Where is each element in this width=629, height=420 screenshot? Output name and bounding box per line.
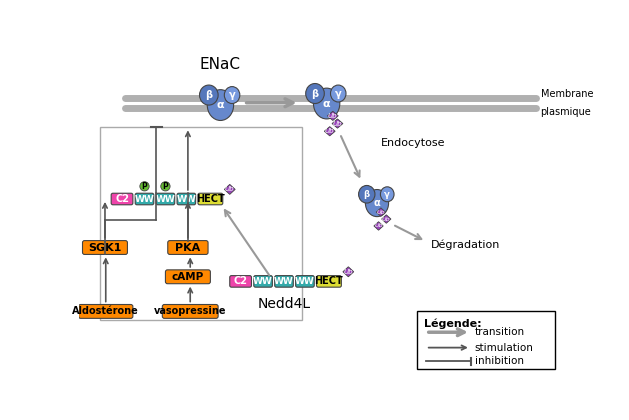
FancyBboxPatch shape xyxy=(162,304,218,318)
Ellipse shape xyxy=(365,189,389,217)
Text: vasopressine: vasopressine xyxy=(154,307,226,316)
Polygon shape xyxy=(374,222,383,230)
FancyBboxPatch shape xyxy=(177,193,196,205)
Text: β: β xyxy=(205,90,213,100)
Ellipse shape xyxy=(208,89,233,121)
Text: γ: γ xyxy=(335,89,342,99)
Text: Ub: Ub xyxy=(328,113,338,119)
FancyBboxPatch shape xyxy=(165,270,210,284)
Text: HECT: HECT xyxy=(196,194,225,204)
Text: α: α xyxy=(374,198,381,208)
Text: WW: WW xyxy=(253,277,273,286)
Text: ENaC: ENaC xyxy=(200,57,241,71)
Text: C2: C2 xyxy=(233,276,248,286)
Circle shape xyxy=(161,182,170,191)
Text: WW: WW xyxy=(177,194,196,204)
FancyBboxPatch shape xyxy=(156,193,175,205)
Text: SGK1: SGK1 xyxy=(88,242,121,252)
Circle shape xyxy=(140,182,149,191)
Polygon shape xyxy=(328,111,338,121)
Text: β: β xyxy=(311,89,318,99)
Ellipse shape xyxy=(306,84,325,103)
Text: Dégradation: Dégradation xyxy=(431,239,501,249)
Text: Aldostérone: Aldostérone xyxy=(72,307,139,316)
Text: β: β xyxy=(364,190,370,199)
Text: Nedd4L: Nedd4L xyxy=(257,297,311,311)
Text: Ub: Ub xyxy=(225,186,235,192)
FancyBboxPatch shape xyxy=(198,193,223,205)
Text: stimulation: stimulation xyxy=(475,343,533,353)
Text: γ: γ xyxy=(384,190,390,199)
Polygon shape xyxy=(325,126,335,136)
Text: α: α xyxy=(216,100,225,110)
Ellipse shape xyxy=(313,88,340,119)
Text: Endocytose: Endocytose xyxy=(381,138,445,148)
Text: Ub: Ub xyxy=(333,121,342,126)
Ellipse shape xyxy=(330,85,346,102)
Polygon shape xyxy=(332,119,343,128)
Polygon shape xyxy=(376,208,386,216)
Ellipse shape xyxy=(381,187,394,202)
Text: Ub: Ub xyxy=(382,217,391,221)
Text: HECT: HECT xyxy=(314,276,343,286)
Text: Ub: Ub xyxy=(374,223,383,228)
Text: Membrane: Membrane xyxy=(540,89,593,99)
Ellipse shape xyxy=(199,85,218,105)
FancyBboxPatch shape xyxy=(135,193,154,205)
FancyBboxPatch shape xyxy=(316,276,342,287)
FancyBboxPatch shape xyxy=(230,276,252,287)
Ellipse shape xyxy=(225,87,240,104)
Text: WW: WW xyxy=(274,277,294,286)
Text: C2: C2 xyxy=(115,194,129,204)
Text: P: P xyxy=(162,182,169,191)
FancyBboxPatch shape xyxy=(79,304,133,318)
Text: cAMP: cAMP xyxy=(172,272,204,282)
Text: WW: WW xyxy=(155,194,175,204)
Polygon shape xyxy=(382,215,391,223)
Ellipse shape xyxy=(359,186,375,203)
FancyBboxPatch shape xyxy=(275,276,293,287)
FancyBboxPatch shape xyxy=(253,276,272,287)
Text: Ub: Ub xyxy=(325,128,335,134)
Polygon shape xyxy=(343,267,353,277)
Text: Légende:: Légende: xyxy=(423,318,481,329)
FancyBboxPatch shape xyxy=(82,241,128,255)
Text: transition: transition xyxy=(475,327,525,337)
Text: P: P xyxy=(142,182,147,191)
Text: plasmique: plasmique xyxy=(540,108,591,117)
Text: inhibition: inhibition xyxy=(475,357,524,367)
Text: PKA: PKA xyxy=(175,242,201,252)
Polygon shape xyxy=(225,184,235,194)
Text: WW: WW xyxy=(295,277,314,286)
FancyBboxPatch shape xyxy=(168,241,208,255)
FancyBboxPatch shape xyxy=(416,311,555,369)
Text: α: α xyxy=(323,99,330,108)
Text: WW: WW xyxy=(135,194,154,204)
Text: γ: γ xyxy=(229,90,235,100)
Text: Ub: Ub xyxy=(343,269,353,275)
FancyBboxPatch shape xyxy=(296,276,314,287)
FancyBboxPatch shape xyxy=(111,193,133,205)
Text: Ub: Ub xyxy=(377,210,385,215)
